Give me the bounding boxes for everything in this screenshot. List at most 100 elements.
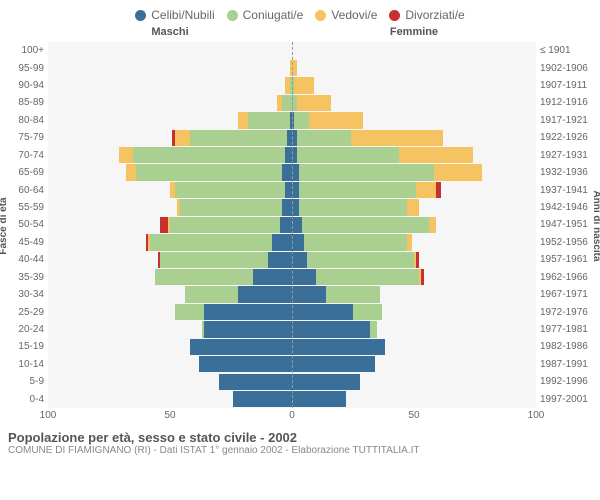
male-bar [48, 42, 292, 59]
birth-label: 1982-1986 [540, 341, 596, 352]
pyramid-row [48, 77, 536, 94]
bar-segment [316, 269, 418, 285]
age-label: 40-44 [4, 254, 44, 265]
bar-segment [292, 391, 346, 407]
bar-segment [292, 321, 370, 337]
age-label: 20-24 [4, 324, 44, 335]
bar-segment [421, 269, 423, 285]
pyramid-row [48, 59, 536, 76]
pyramid-row [48, 356, 536, 373]
bar-segment [294, 112, 309, 128]
age-label: 35-39 [4, 272, 44, 283]
bar-segment [136, 164, 282, 180]
x-tick: 0 [289, 410, 295, 421]
bar-segment [175, 182, 285, 198]
bar-segment [282, 199, 292, 215]
bar-segment [407, 234, 412, 250]
bar-segment [175, 130, 190, 146]
bar-segment [297, 147, 399, 163]
bar-segment [292, 60, 297, 76]
legend-item: Celibi/Nubili [135, 8, 214, 22]
bar-segment [302, 217, 429, 233]
bar-segment [238, 286, 292, 302]
birth-label: 1972-1976 [540, 307, 596, 318]
age-label: 80-84 [4, 115, 44, 126]
legend-dot [315, 10, 326, 21]
bar-segment [290, 77, 292, 93]
male-bar [48, 234, 292, 251]
female-bar [292, 356, 536, 373]
bar-segment [292, 304, 353, 320]
chart-subtitle: COMUNE DI FIAMIGNANO (RI) - Dati ISTAT 1… [8, 445, 592, 456]
bar-segment [370, 321, 377, 337]
bar-segment [233, 391, 292, 407]
x-tick: 100 [40, 410, 57, 421]
bar-segment [175, 304, 204, 320]
bar-segment [180, 199, 282, 215]
y-axis-title-right: Anni di nascita [591, 190, 600, 261]
male-bar [48, 129, 292, 146]
x-tick: 50 [164, 410, 175, 421]
male-bar [48, 59, 292, 76]
bar-segment [292, 164, 299, 180]
legend-dot [227, 10, 238, 21]
female-bar [292, 303, 536, 320]
legend-dot [135, 10, 146, 21]
footer: Popolazione per età, sesso e stato civil… [0, 426, 600, 456]
bar-segment [119, 147, 134, 163]
bar-segment [185, 286, 239, 302]
birth-label: 1907-1911 [540, 80, 596, 91]
bar-segment [292, 339, 385, 355]
male-bar [48, 112, 292, 129]
age-label: 65-69 [4, 167, 44, 178]
bar-segment [292, 374, 360, 390]
bar-segment [307, 252, 414, 268]
pyramid-row [48, 390, 536, 407]
y-axis-left: 100+95-9990-9485-8980-8475-7970-7465-696… [4, 26, 48, 426]
female-bar [292, 112, 536, 129]
pyramid-row [48, 234, 536, 251]
pyramid-row [48, 199, 536, 216]
male-bar [48, 181, 292, 198]
bar-segment [297, 130, 351, 146]
pyramid-row [48, 129, 536, 146]
age-label: 95-99 [4, 63, 44, 74]
female-bar [292, 216, 536, 233]
bars-container [48, 42, 536, 408]
pyramid-row [48, 268, 536, 285]
legend: Celibi/NubiliConiugati/eVedovi/eDivorzia… [0, 0, 600, 26]
birth-label: 1902-1906 [540, 63, 596, 74]
bar-segment [326, 286, 380, 302]
bar-segment [429, 217, 436, 233]
pyramid-row [48, 216, 536, 233]
age-label: 90-94 [4, 80, 44, 91]
female-bar [292, 321, 536, 338]
male-bar [48, 77, 292, 94]
bar-segment [253, 269, 292, 285]
bar-segment [155, 269, 253, 285]
legend-label: Celibi/Nubili [151, 8, 214, 22]
bar-segment [280, 217, 292, 233]
bar-segment [290, 60, 292, 76]
female-bar [292, 147, 536, 164]
bar-segment [292, 356, 375, 372]
bar-segment [416, 182, 436, 198]
bar-segment [204, 321, 292, 337]
bar-segment [294, 77, 314, 93]
birth-label: 1917-1921 [540, 115, 596, 126]
age-label: 25-29 [4, 307, 44, 318]
birth-label: 1992-1996 [540, 376, 596, 387]
legend-item: Vedovi/e [315, 8, 377, 22]
pyramid-row [48, 303, 536, 320]
male-bar [48, 216, 292, 233]
bar-segment [299, 199, 406, 215]
male-bar [48, 147, 292, 164]
header-male: Maschi [48, 26, 292, 42]
legend-dot [389, 10, 400, 21]
age-label: 70-74 [4, 150, 44, 161]
female-bar [292, 94, 536, 111]
bar-segment [292, 234, 304, 250]
birth-label: 1912-1916 [540, 97, 596, 108]
bar-segment [133, 147, 284, 163]
bar-segment [292, 199, 299, 215]
